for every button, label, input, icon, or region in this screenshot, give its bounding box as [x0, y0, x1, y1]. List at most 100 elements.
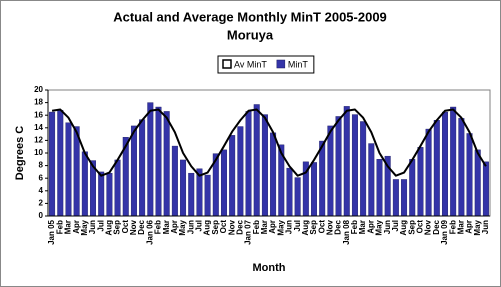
x-tick-label: Jun — [383, 220, 392, 234]
x-tick-label: Dec — [235, 219, 244, 234]
x-tick-label: Aug — [104, 220, 113, 236]
x-tick-label: Aug — [301, 220, 310, 236]
x-tick-label: Jan 07 — [244, 219, 253, 244]
x-tick-label: Mar — [162, 220, 171, 234]
bar — [261, 114, 268, 217]
x-tick-label: Apr — [170, 220, 179, 234]
x-tick-label: Apr — [72, 220, 81, 234]
x-tick-label: Dec — [432, 219, 441, 234]
x-tick-label: Jan 06 — [145, 219, 154, 244]
bar — [147, 102, 154, 217]
legend-symbol — [276, 59, 286, 69]
y-tick-label: 4 — [39, 186, 44, 195]
x-tick-label: Apr — [268, 220, 277, 234]
x-tick-label: Oct — [121, 220, 130, 234]
x-tick-label: Feb — [350, 220, 359, 234]
bar — [49, 111, 56, 217]
x-tick-label: May — [473, 219, 482, 235]
bar — [245, 111, 252, 217]
x-tick-label: Nov — [129, 219, 138, 235]
x-tick-label: May — [375, 219, 384, 235]
bar — [106, 172, 113, 217]
y-tick-label: 12 — [34, 136, 43, 145]
bar — [433, 120, 440, 217]
bar — [294, 177, 301, 217]
bar — [327, 125, 334, 217]
bar — [417, 147, 424, 217]
x-tick-label: Oct — [219, 220, 228, 234]
bar — [139, 119, 146, 217]
bar — [130, 125, 137, 217]
bar — [204, 174, 211, 217]
x-tick-label: Feb — [252, 220, 261, 234]
bar — [351, 114, 358, 217]
x-tick-label: Aug — [399, 220, 408, 236]
bar — [81, 151, 88, 217]
x-tick-label: Jul — [391, 220, 400, 232]
y-tick-label: 20 — [34, 85, 43, 94]
bar — [376, 159, 383, 217]
bar — [229, 135, 236, 217]
x-tick-label: Mar — [64, 220, 73, 234]
x-tick-label: Oct — [416, 220, 425, 234]
bar — [360, 121, 367, 217]
bar — [409, 159, 416, 217]
bar — [73, 126, 80, 217]
y-tick-label: 10 — [34, 148, 43, 157]
x-tick-label: Jun — [285, 220, 294, 234]
bar — [57, 109, 64, 217]
bar — [392, 179, 399, 217]
legend-symbol — [222, 59, 232, 69]
x-tick-label: Jul — [195, 220, 204, 232]
y-tick-label: 18 — [34, 98, 43, 107]
bar — [163, 111, 170, 217]
bar — [441, 111, 448, 217]
bar — [335, 116, 342, 217]
bar — [286, 167, 293, 217]
x-axis-label: Month — [253, 262, 286, 274]
legend-label: Av MinT — [234, 59, 267, 69]
bar — [474, 149, 481, 217]
bar — [311, 162, 318, 217]
line — [51, 108, 487, 177]
y-tick-label: 6 — [39, 173, 44, 182]
bar — [343, 106, 350, 217]
legend-label: MinT — [288, 59, 309, 69]
x-tick-label: Jun — [481, 220, 490, 234]
bar — [270, 132, 277, 217]
x-tick-label: Jun — [186, 220, 195, 234]
bar — [401, 179, 408, 217]
bar — [237, 126, 244, 217]
bar — [319, 140, 326, 217]
y-tick-label: 2 — [39, 199, 44, 208]
bar — [220, 149, 227, 217]
chart-subtitle: Moruya — [227, 27, 274, 42]
x-tick-label: Mar — [260, 220, 269, 234]
bar — [114, 159, 121, 217]
x-tick-label: Oct — [317, 220, 326, 234]
y-tick-label: 14 — [34, 123, 43, 132]
x-tick-label: Jan 05 — [47, 219, 56, 244]
x-tick-label: Feb — [55, 220, 64, 234]
bar — [458, 118, 465, 217]
x-tick-label: Sep — [113, 220, 122, 235]
y-tick-label: 8 — [39, 161, 44, 170]
bar — [368, 143, 375, 217]
x-tick-label: May — [80, 219, 89, 235]
x-tick-label: Mar — [456, 220, 465, 234]
x-tick-label: Feb — [448, 220, 457, 234]
bar — [155, 106, 162, 217]
x-tick-label: Aug — [203, 220, 212, 236]
x-tick-label: Sep — [211, 220, 220, 235]
x-tick-label: Jul — [96, 220, 105, 232]
x-tick-label: Sep — [309, 220, 318, 235]
x-tick-label: Nov — [325, 219, 334, 235]
x-tick-label: Nov — [227, 219, 236, 235]
bar — [450, 106, 457, 217]
bar — [466, 133, 473, 217]
bar — [180, 159, 187, 217]
y-tick-label: 16 — [34, 110, 43, 119]
legend-box — [217, 55, 315, 74]
